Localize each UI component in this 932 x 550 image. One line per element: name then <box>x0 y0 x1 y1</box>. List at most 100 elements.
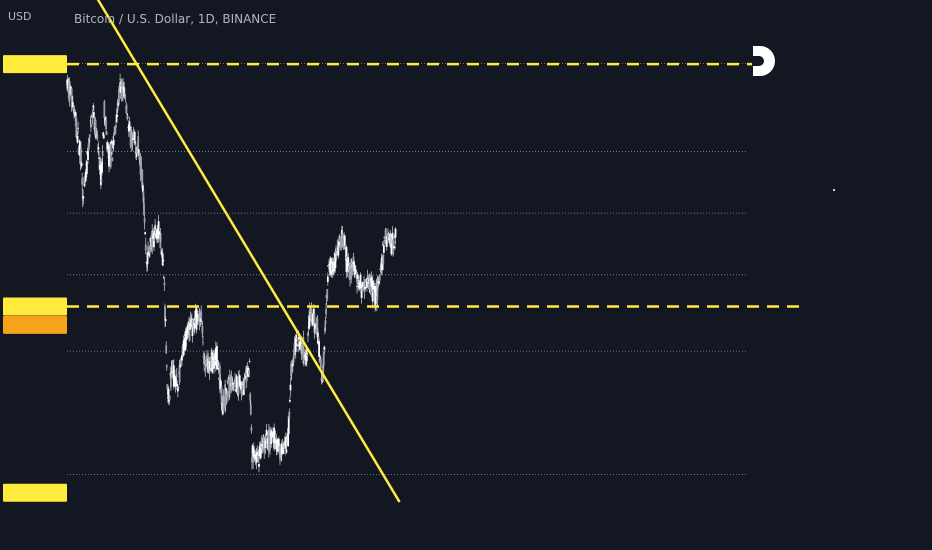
candle <box>123 81 126 99</box>
candle <box>274 437 277 450</box>
symbol-title[interactable]: Bitcoin / U.S. Dollar, 1D, BINANCE <box>74 12 276 26</box>
candle <box>70 86 73 112</box>
candle <box>239 380 242 393</box>
candle <box>204 356 207 368</box>
candle <box>234 388 237 392</box>
candle <box>323 345 326 354</box>
candle <box>304 352 306 361</box>
candle <box>356 282 358 294</box>
candle <box>75 112 78 138</box>
candle <box>193 323 196 335</box>
candle <box>308 302 311 318</box>
descending-trendline[interactable] <box>67 0 401 503</box>
candle <box>153 235 155 252</box>
candle <box>183 337 186 354</box>
candle <box>213 350 216 363</box>
candle <box>255 447 258 470</box>
candle <box>101 145 104 162</box>
cursor-dot <box>833 189 835 191</box>
candle <box>355 274 358 283</box>
candle <box>69 84 72 96</box>
candle <box>333 253 336 274</box>
candle <box>108 142 110 173</box>
candle <box>166 384 169 395</box>
candle <box>322 350 325 369</box>
candle <box>338 234 341 241</box>
candle <box>103 99 106 125</box>
candle <box>212 349 215 359</box>
candle <box>393 234 396 240</box>
candle <box>106 142 109 155</box>
candle <box>175 376 178 390</box>
candle <box>129 131 132 149</box>
candle <box>326 288 329 302</box>
candle <box>280 440 283 462</box>
tradingview-logo-icon[interactable] <box>748 44 778 78</box>
candle <box>111 157 114 162</box>
candle <box>90 125 93 128</box>
candle <box>72 107 75 115</box>
candle <box>134 139 137 145</box>
candle <box>263 436 266 459</box>
candle <box>297 347 299 353</box>
candle <box>265 424 268 436</box>
candle <box>147 241 150 258</box>
candle <box>248 369 250 378</box>
candle <box>273 429 276 436</box>
candle <box>216 359 219 365</box>
candle <box>272 427 274 443</box>
candle <box>307 331 309 342</box>
candle <box>102 132 105 139</box>
candle <box>154 224 157 234</box>
candle <box>296 343 299 347</box>
candle <box>251 443 254 459</box>
candle <box>99 158 102 190</box>
candle <box>116 108 119 123</box>
candle <box>95 133 98 140</box>
candle <box>226 379 229 385</box>
candle <box>273 423 276 452</box>
candle <box>375 279 378 303</box>
candle <box>165 364 168 371</box>
candle <box>80 160 83 168</box>
candle <box>169 374 172 392</box>
candle <box>144 237 147 255</box>
candle <box>281 438 284 448</box>
candle <box>90 119 92 133</box>
candle <box>156 224 159 244</box>
horizontal-line-price-tag <box>3 297 67 316</box>
candle <box>382 255 385 271</box>
candle <box>251 453 253 470</box>
candle <box>309 307 312 318</box>
candle <box>217 361 220 375</box>
candle <box>277 436 280 454</box>
candle <box>74 109 77 122</box>
price-tag <box>3 483 67 502</box>
candle <box>100 173 103 186</box>
candle <box>216 342 218 370</box>
candle <box>366 269 369 280</box>
candle <box>135 146 138 161</box>
candle <box>249 392 252 406</box>
candle <box>196 310 199 326</box>
candle <box>151 224 154 254</box>
candle <box>234 372 236 388</box>
candle <box>258 441 261 459</box>
candle <box>164 303 166 328</box>
candle <box>378 274 381 285</box>
candle <box>289 378 292 397</box>
candle <box>331 257 334 279</box>
candle <box>77 121 79 135</box>
candle <box>92 105 95 119</box>
candle <box>366 277 368 292</box>
candle <box>347 253 350 273</box>
candle <box>195 305 198 334</box>
candle <box>181 350 183 367</box>
candle <box>260 435 263 443</box>
candle <box>97 141 100 156</box>
candle <box>382 240 385 257</box>
candle <box>269 426 271 455</box>
candle <box>318 338 320 358</box>
candle <box>337 246 340 259</box>
